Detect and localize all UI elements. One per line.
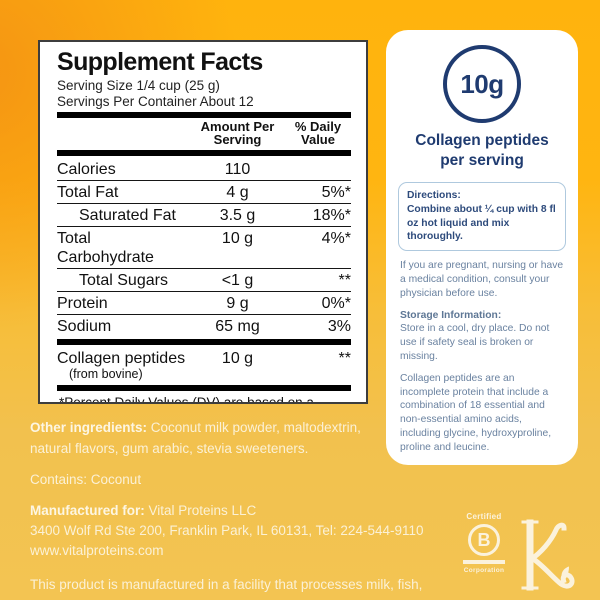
supplement-facts-title: Supplement Facts <box>57 48 263 76</box>
amount-header-line2: Serving <box>213 131 262 147</box>
nutrient-dv: ** <box>338 350 351 367</box>
bcorp-underline <box>463 560 505 564</box>
divider-bar <box>57 150 351 156</box>
table-row-total-sugars: Total Sugars <1 g ** <box>57 269 351 292</box>
k-monogram-logo <box>521 519 575 591</box>
badge-caption-line2: per serving <box>440 151 524 169</box>
other-ingredients-body: Coconut milk powder, maltodextrin, natur… <box>30 420 361 456</box>
badge-caption-line1: Collagen peptides <box>415 132 549 149</box>
nutrient-dv: 18%* <box>312 207 351 224</box>
column-header-daily-value: % Daily Value <box>285 119 351 147</box>
table-row-total-fat: Total Fat 4 g 5%* <box>57 181 351 204</box>
nutrient-name: Total Sugars <box>79 272 168 289</box>
badge-value: 10g <box>460 68 504 99</box>
nutrient-amount: 10 g <box>221 350 254 367</box>
directions-title: Directions: <box>407 190 461 201</box>
other-ingredients: Other ingredients: Coconut milk powder, … <box>30 417 392 459</box>
divider-bar <box>57 112 351 118</box>
nutrient-name: Collagen peptides (from bovine) <box>57 350 190 381</box>
divider-bar <box>57 385 351 391</box>
nutrient-dv: 0%* <box>321 295 351 312</box>
amino-acid-note: Collagen peptides are an incomplete prot… <box>400 372 552 453</box>
daily-value-footnote: *Percent Daily Values (DV) are based on … <box>59 395 314 404</box>
manufactured-for: Manufactured for: Vital Proteins LLC <box>30 501 470 521</box>
nutrient-dv: 5%* <box>321 184 351 201</box>
manufactured-body: Vital Proteins LLC <box>144 503 257 518</box>
bcorp-certified-logo: Certified B Corporation <box>461 512 507 575</box>
table-row-calories: Calories 110 <box>57 158 351 181</box>
website: www.vitalproteins.com <box>30 543 164 558</box>
table-row-sodium: Sodium 65 mg 3% <box>57 315 351 337</box>
nutrient-amount: <1 g <box>221 272 254 289</box>
table-row-total-carbohydrate: Total Carbohydrate 10 g 4%* <box>57 227 351 269</box>
pregnancy-warning: If you are pregnant, nursing or have a m… <box>400 260 564 299</box>
dv-header-line1: % Daily <box>294 119 342 134</box>
table-row-saturated-fat: Saturated Fat 3.5 g 18%* <box>57 204 351 227</box>
nutrient-name: Saturated Fat <box>79 207 176 224</box>
nutrient-name: Calories <box>57 161 116 178</box>
badge-caption: Collagen peptides per serving <box>398 131 566 170</box>
nutrient-amount: 65 mg <box>215 318 260 335</box>
nutrient-amount: 3.5 g <box>219 207 256 224</box>
nutrient-dv: ** <box>338 272 351 289</box>
collagen-name: Collagen peptides <box>57 350 186 367</box>
leaf-accent <box>561 566 569 581</box>
bcorp-letter: B <box>477 530 491 550</box>
nutrient-name: Total Fat <box>57 184 119 201</box>
other-ingredients-label: Other ingredients: <box>30 420 148 435</box>
nutrient-name: Sodium <box>57 318 112 335</box>
bcorp-certified-text: Certified <box>466 512 502 521</box>
nutrient-name: Total Carbohydrate <box>57 230 154 266</box>
serving-size: Serving Size 1/4 cup (25 g) <box>57 78 220 93</box>
nutrient-name: Protein <box>57 295 108 312</box>
footer-text-block: Other ingredients: Coconut milk powder, … <box>30 417 470 600</box>
nutrient-dv: 4%* <box>321 230 351 247</box>
storage-information: Storage Information: Store in a cool, dr… <box>398 309 566 364</box>
info-card: 10g Collagen peptides per serving Direct… <box>386 30 578 465</box>
bcorp-b-icon: B <box>468 524 500 556</box>
facility-allergen-note: This product is manufactured in a facili… <box>30 577 423 600</box>
nutrient-amount: 9 g <box>226 295 249 312</box>
manufactured-label: Manufactured for: <box>30 503 145 518</box>
storage-title: Storage Information: <box>400 309 502 321</box>
bcorp-corporation-text: Corporation <box>463 566 505 574</box>
address-line: 3400 Wolf Rd Ste 200, Franklin Park, IL … <box>30 523 424 538</box>
table-row-collagen-peptides: Collagen peptides (from bovine) 10 g ** <box>57 347 351 383</box>
amount-header-line1: Amount Per <box>200 119 275 134</box>
table-header-row: Amount Per Serving % Daily Value <box>57 120 351 148</box>
nutrient-amount: 4 g <box>226 184 249 201</box>
nutrient-dv: 3% <box>327 318 351 335</box>
table-row-protein: Protein 9 g 0%* <box>57 292 351 315</box>
collagen-amount-badge: 10g <box>443 45 521 123</box>
servings-per-container: Servings Per Container About 12 <box>57 93 254 109</box>
directions-box: Directions: Combine about ¼ cup with 8 f… <box>398 182 566 252</box>
nutrient-amount: 110 <box>224 161 251 178</box>
directions-body: Combine about ¼ cup with 8 fl oz hot liq… <box>407 203 556 243</box>
collagen-source: (from bovine) <box>69 367 143 381</box>
column-header-amount: Amount Per Serving <box>190 119 285 147</box>
storage-body: Store in a cool, dry place. Do not use i… <box>400 323 550 362</box>
contains-statement: Contains: Coconut <box>30 472 142 487</box>
divider-bar <box>57 339 351 345</box>
supplement-facts-panel: Supplement Facts Serving Size 1/4 cup (2… <box>38 40 368 404</box>
nutrient-amount: 10 g <box>221 230 254 247</box>
dv-header-line2: Value <box>301 131 335 147</box>
